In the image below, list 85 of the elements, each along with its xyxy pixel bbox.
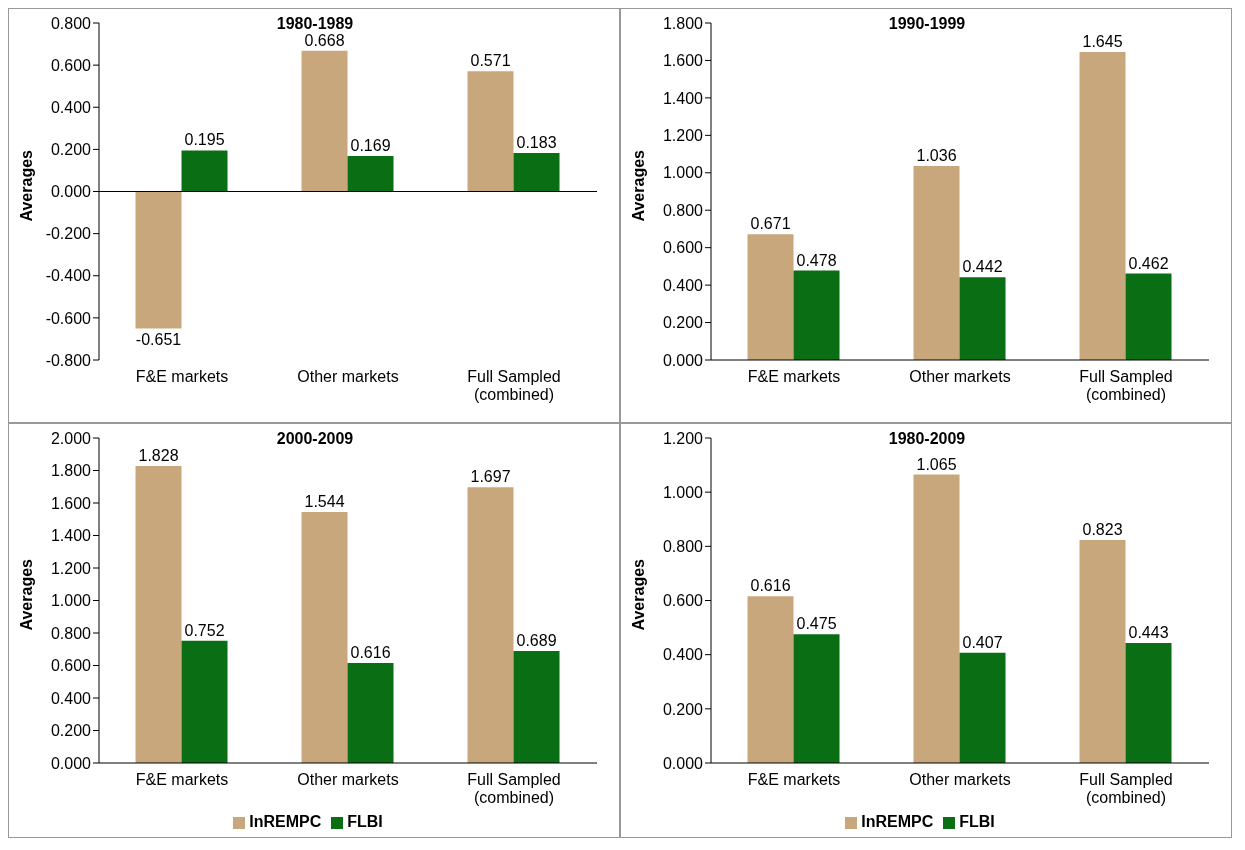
chart-title: 1980-1989 [276, 15, 354, 32]
x-tick-label: Full Sampled (combined) [467, 368, 561, 403]
data-label: 0.616 [350, 643, 391, 661]
data-label: 1.065 [916, 455, 957, 473]
x-tick-label: F&E markets [747, 771, 841, 788]
y-tick-label: 0.800 [662, 538, 704, 556]
data-label: 0.169 [350, 136, 391, 154]
y-tick-label: -0.200 [45, 225, 92, 243]
y-tick-label: 0.200 [662, 700, 704, 718]
chart-title: 1980-2009 [888, 430, 966, 447]
y-tick-label: 0.000 [662, 754, 704, 772]
y-tick-label: 0.800 [50, 624, 92, 642]
y-tick-label: -0.600 [45, 309, 92, 327]
data-label: 1.828 [138, 446, 179, 464]
y-tick-label: 0.400 [662, 646, 704, 664]
y-tick-label: 1.200 [662, 127, 704, 145]
y-tick-label: 1.800 [50, 462, 92, 480]
x-tick-label: F&E markets [135, 771, 229, 788]
data-label: 0.195 [184, 131, 225, 149]
x-tick-label: Full Sampled (combined) [1079, 771, 1173, 806]
data-label: 0.823 [1082, 521, 1123, 539]
y-tick-label: 1.600 [50, 494, 92, 512]
y-axis-title: Averages [17, 149, 35, 222]
legend-label: FLBI [959, 813, 995, 830]
chart-title: 1990-1999 [888, 15, 966, 32]
y-tick-label: -0.800 [45, 351, 92, 369]
y-tick-label: 1.000 [50, 592, 92, 610]
x-tick-label: Full Sampled (combined) [1079, 368, 1173, 403]
data-label: 0.475 [796, 615, 837, 633]
x-tick-label: F&E markets [747, 368, 841, 385]
y-tick-label: 0.400 [50, 98, 92, 116]
y-tick-label: 0.200 [662, 314, 704, 332]
y-tick-label: 1.600 [662, 52, 704, 70]
y-tick-label: 0.200 [50, 141, 92, 159]
x-tick-label: Other markets [297, 368, 399, 385]
data-label: 0.571 [470, 52, 511, 70]
data-label: 1.645 [1082, 33, 1123, 51]
data-label: -0.651 [135, 330, 182, 348]
chart-title: 2000-2009 [276, 430, 354, 447]
data-label: 0.616 [750, 577, 791, 595]
y-tick-label: 1.400 [50, 527, 92, 545]
data-label: 0.183 [516, 133, 557, 151]
y-axis-title: Averages [629, 558, 647, 631]
y-tick-label: 0.600 [50, 56, 92, 74]
data-label: 0.443 [1128, 624, 1169, 642]
y-tick-label: 0.000 [50, 183, 92, 201]
x-tick-label: Other markets [909, 368, 1011, 385]
data-label: 1.036 [916, 147, 957, 165]
y-tick-label: 1.000 [662, 164, 704, 182]
data-label: 0.478 [796, 251, 837, 269]
legend-label: InREMPC [249, 813, 322, 830]
data-label: 0.752 [184, 621, 225, 639]
data-label: 1.544 [304, 493, 345, 511]
y-tick-label: 0.200 [50, 722, 92, 740]
y-tick-label: 0.400 [662, 276, 704, 294]
y-axis-title: Averages [629, 149, 647, 222]
y-tick-label: 0.600 [50, 657, 92, 675]
y-tick-label: 0.800 [662, 201, 704, 219]
data-label: 0.668 [304, 31, 345, 49]
y-tick-label: 1.800 [662, 14, 704, 32]
data-label: 1.697 [470, 468, 511, 486]
y-tick-label: 1.200 [662, 429, 704, 447]
y-tick-label: 0.000 [662, 351, 704, 369]
y-tick-label: 1.200 [50, 559, 92, 577]
legend-label: InREMPC [861, 813, 934, 830]
y-tick-label: 0.600 [662, 239, 704, 257]
y-tick-label: 2.000 [50, 429, 92, 447]
data-label: 0.407 [962, 633, 1003, 651]
y-tick-label: 0.600 [662, 592, 704, 610]
legend-label: FLBI [347, 813, 383, 830]
y-tick-label: 1.400 [662, 89, 704, 107]
x-tick-label: Full Sampled (combined) [467, 771, 561, 806]
x-tick-label: F&E markets [135, 368, 229, 385]
x-tick-label: Other markets [909, 771, 1011, 788]
y-tick-label: -0.400 [45, 267, 92, 285]
y-axis-title: Averages [17, 558, 35, 631]
data-label: 0.462 [1128, 254, 1169, 272]
data-label: 0.689 [516, 632, 557, 650]
y-tick-label: 1.000 [662, 483, 704, 501]
y-tick-label: 0.000 [50, 754, 92, 772]
y-tick-label: 0.400 [50, 689, 92, 707]
y-tick-label: 0.800 [50, 14, 92, 32]
x-tick-label: Other markets [297, 771, 399, 788]
data-label: 0.671 [750, 215, 791, 233]
data-label: 0.442 [962, 258, 1003, 276]
